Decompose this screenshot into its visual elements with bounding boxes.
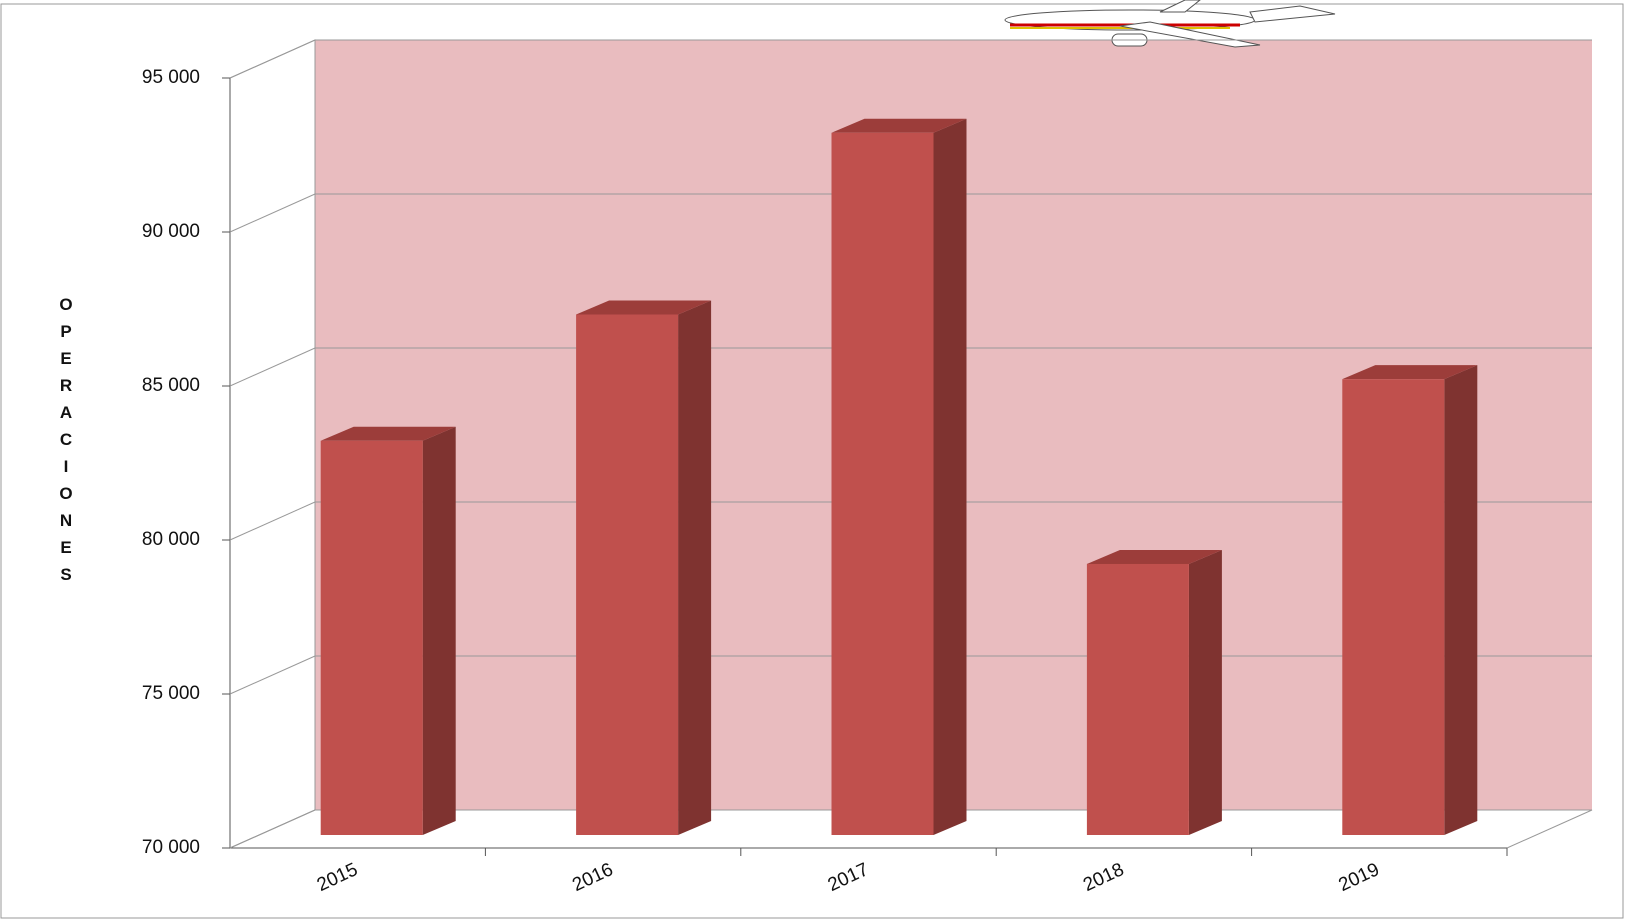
- bar-top: [831, 118, 967, 133]
- y-tick-label: 85 000: [142, 375, 200, 396]
- bar-top: [576, 300, 712, 315]
- x-tick-label: 2018: [1080, 859, 1127, 896]
- bar: [831, 132, 934, 835]
- bar-side: [933, 118, 967, 835]
- bar: [1086, 563, 1189, 835]
- y-tick-label: 75 000: [142, 683, 200, 704]
- bar-side: [1188, 549, 1222, 835]
- bar-top: [1342, 365, 1478, 380]
- bar-top: [320, 426, 456, 441]
- y-axis-label: OPERACIONES: [57, 295, 76, 592]
- x-tick-label: 2015: [314, 859, 361, 896]
- grid-line: [229, 655, 316, 695]
- grid-line: [229, 501, 316, 541]
- x-tick-label: 2016: [569, 859, 616, 896]
- bar-side: [678, 300, 712, 836]
- bar: [320, 440, 423, 835]
- bar-side: [1444, 365, 1478, 835]
- bar: [576, 314, 679, 836]
- grid-line: [229, 39, 316, 79]
- x-tick-label: 2019: [1335, 859, 1382, 896]
- side-wall: [229, 39, 316, 849]
- grid-line: [229, 193, 316, 233]
- grid-line: [229, 347, 316, 387]
- grid-line: [229, 809, 316, 849]
- y-tick-label: 80 000: [142, 529, 200, 550]
- y-tick-label: 95 000: [142, 67, 200, 88]
- x-tick-label: 2017: [825, 859, 872, 896]
- y-tick-label: 90 000: [142, 221, 200, 242]
- frame: [0, 3, 1624, 919]
- bar: [1342, 379, 1445, 835]
- bar-side: [422, 426, 456, 835]
- airplane-icon: [1004, 0, 1336, 48]
- bar-top: [1086, 549, 1222, 564]
- y-tick-label: 70 000: [142, 837, 200, 858]
